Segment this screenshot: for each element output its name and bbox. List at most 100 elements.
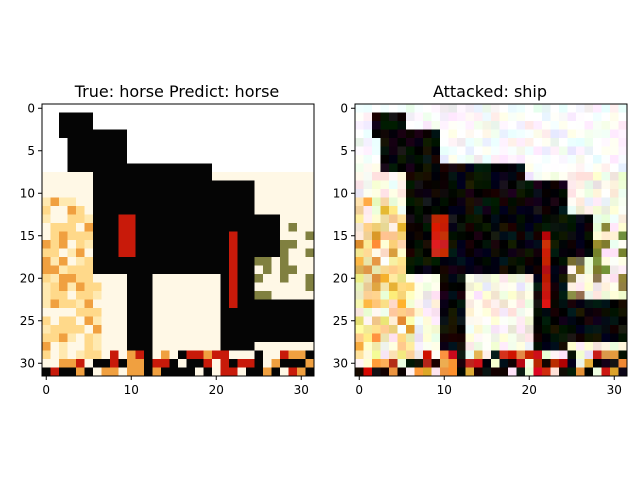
image-pixel	[271, 257, 281, 266]
image-pixel	[169, 257, 179, 266]
image-pixel	[195, 257, 204, 266]
image-pixel	[178, 189, 187, 198]
image-pixel	[220, 308, 230, 317]
image-pixel	[93, 265, 102, 275]
image-pixel	[220, 121, 230, 130]
image-pixel	[525, 112, 534, 122]
image-pixel	[305, 274, 315, 283]
image-pixel	[178, 231, 187, 241]
image-pixel	[101, 367, 111, 377]
image-pixel	[559, 308, 568, 317]
image-pixel	[440, 180, 449, 190]
image-pixel	[254, 308, 264, 317]
image-pixel	[229, 350, 238, 360]
image-pixel	[533, 189, 543, 198]
image-pixel	[135, 282, 145, 292]
image-pixel	[431, 223, 441, 232]
image-pixel	[610, 308, 619, 317]
image-pixel	[246, 325, 255, 334]
image-pixel	[288, 248, 298, 258]
image-pixel	[195, 274, 204, 283]
image-pixel	[144, 240, 153, 249]
image-pixel	[584, 155, 594, 164]
image-pixel	[499, 112, 509, 122]
image-pixel	[220, 325, 230, 334]
image-pixel	[389, 121, 398, 130]
image-pixel	[110, 231, 119, 241]
image-pixel	[144, 248, 153, 258]
image-pixel	[457, 180, 466, 190]
image-pixel	[601, 180, 611, 190]
image-pixel	[67, 367, 77, 377]
image-pixel	[584, 257, 594, 266]
image-pixel	[474, 155, 483, 164]
image-pixel	[203, 367, 213, 377]
image-pixel	[305, 316, 315, 326]
image-pixel	[550, 308, 560, 317]
image-pixel	[380, 138, 390, 147]
image-pixel	[414, 163, 424, 173]
image-pixel	[389, 180, 398, 190]
image-pixel	[101, 282, 111, 292]
image-pixel	[263, 274, 272, 283]
image-pixel	[101, 155, 111, 164]
image-pixel	[380, 350, 390, 360]
image-pixel	[448, 342, 458, 351]
image-pixel	[618, 138, 628, 147]
image-pixel	[42, 325, 51, 334]
image-pixel	[118, 104, 128, 113]
image-pixel	[593, 189, 602, 198]
image-pixel	[397, 257, 407, 266]
image-pixel	[178, 214, 187, 224]
image-pixel	[237, 325, 247, 334]
image-pixel	[67, 265, 77, 275]
image-pixel	[406, 367, 415, 377]
image-pixel	[59, 163, 68, 173]
image-pixel	[593, 359, 602, 368]
image-pixel	[542, 274, 551, 283]
image-pixel	[448, 257, 458, 266]
image-pixel	[465, 121, 475, 130]
image-pixel	[618, 129, 628, 139]
image-pixel	[440, 333, 449, 343]
left-panel-title: True: horse Predict: horse	[74, 82, 280, 101]
image-pixel	[542, 342, 551, 351]
image-pixel	[195, 282, 204, 292]
image-pixel	[542, 146, 551, 156]
image-pixel	[118, 333, 128, 343]
image-pixel	[491, 155, 500, 164]
image-pixel	[67, 155, 77, 164]
image-pixel	[397, 104, 407, 113]
image-pixel	[389, 308, 398, 317]
image-pixel	[144, 104, 153, 113]
image-pixel	[144, 257, 153, 266]
image-pixel	[525, 163, 534, 173]
image-pixel	[363, 316, 373, 326]
image-pixel	[195, 189, 204, 198]
image-pixel	[186, 223, 196, 232]
image-pixel	[101, 308, 111, 317]
image-pixel	[110, 367, 119, 377]
image-pixel	[93, 350, 102, 360]
image-pixel	[516, 206, 526, 215]
image-pixel	[144, 146, 153, 156]
image-pixel	[610, 163, 619, 173]
image-pixel	[457, 350, 466, 360]
image-pixel	[229, 112, 238, 122]
y-tick-label: 20	[333, 271, 348, 285]
image-pixel	[457, 138, 466, 147]
image-pixel	[593, 129, 602, 139]
image-pixel	[516, 172, 526, 181]
image-pixel	[406, 231, 415, 241]
image-pixel	[508, 172, 517, 181]
image-pixel	[93, 231, 102, 241]
image-pixel	[246, 129, 255, 139]
image-pixel	[482, 282, 492, 292]
image-pixel	[76, 172, 85, 181]
image-pixel	[178, 146, 187, 156]
image-pixel	[271, 282, 281, 292]
image-pixel	[440, 146, 449, 156]
image-pixel	[508, 112, 517, 122]
image-pixel	[584, 359, 594, 368]
image-pixel	[288, 129, 298, 139]
